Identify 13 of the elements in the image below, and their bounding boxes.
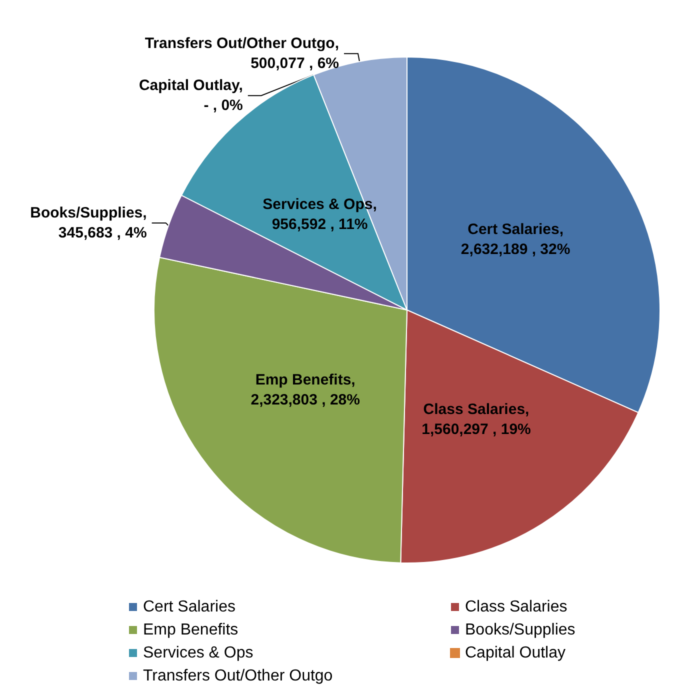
legend-label: Capital Outlay: [465, 644, 566, 662]
data-label: Cert Salaries, 2,632,189 , 32%: [460, 220, 570, 258]
legend-label: Books/Supplies: [465, 622, 576, 638]
data-label: Emp Benefits, 2,323,803 , 28%: [250, 372, 360, 409]
legend-label: Emp Benefits: [143, 622, 238, 638]
data-label: Books/Supplies, 345,683 , 4%: [30, 204, 147, 242]
legend-label: Services & Ops: [143, 644, 254, 662]
legend-label: Transfers Out/Other Outgo: [143, 668, 333, 684]
data-label: Transfers Out/Other Outgo, 500,077 , 6%: [144, 35, 339, 72]
legend-label: Cert Salaries: [143, 598, 236, 616]
text: Capital Outlay, - , 0%: [138, 77, 243, 114]
data-label: Class Salaries, 1,560,297 , 19%: [422, 400, 531, 438]
legend-label: Class Salaries: [465, 598, 568, 616]
